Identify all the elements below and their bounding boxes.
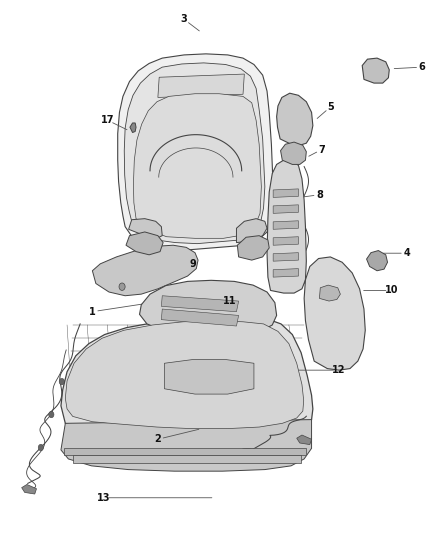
Text: 5: 5	[327, 102, 334, 112]
Polygon shape	[140, 280, 277, 337]
Polygon shape	[158, 74, 244, 98]
Polygon shape	[92, 245, 198, 296]
Polygon shape	[134, 94, 261, 238]
Circle shape	[59, 378, 64, 385]
Polygon shape	[73, 455, 301, 463]
Text: 4: 4	[403, 248, 410, 258]
Polygon shape	[367, 251, 388, 271]
Polygon shape	[237, 219, 267, 243]
Polygon shape	[61, 317, 313, 435]
Polygon shape	[277, 93, 313, 146]
Text: 9: 9	[189, 259, 196, 269]
Circle shape	[119, 283, 125, 290]
Circle shape	[49, 411, 54, 418]
Text: 7: 7	[318, 144, 325, 155]
Polygon shape	[129, 219, 162, 239]
Polygon shape	[161, 296, 239, 312]
Polygon shape	[126, 232, 163, 255]
Text: 1: 1	[89, 306, 96, 317]
Polygon shape	[281, 142, 306, 165]
Polygon shape	[273, 205, 298, 213]
Polygon shape	[273, 189, 298, 197]
Text: 17: 17	[101, 115, 114, 125]
Polygon shape	[65, 321, 304, 429]
Polygon shape	[64, 448, 306, 455]
Text: 8: 8	[316, 190, 323, 200]
Text: 3: 3	[181, 14, 187, 25]
Circle shape	[38, 445, 43, 451]
Text: 2: 2	[155, 434, 161, 445]
Polygon shape	[61, 419, 311, 471]
Polygon shape	[124, 63, 265, 244]
Text: 12: 12	[332, 365, 346, 375]
Polygon shape	[130, 123, 136, 133]
Polygon shape	[297, 435, 311, 445]
Polygon shape	[362, 58, 389, 83]
Text: 13: 13	[96, 492, 110, 503]
Polygon shape	[319, 285, 340, 301]
Polygon shape	[273, 269, 298, 277]
Polygon shape	[273, 221, 298, 229]
Polygon shape	[118, 54, 274, 251]
Polygon shape	[21, 484, 36, 494]
Text: 10: 10	[385, 286, 398, 295]
Text: 6: 6	[419, 62, 425, 72]
Polygon shape	[304, 257, 365, 370]
Polygon shape	[164, 360, 254, 394]
Polygon shape	[237, 236, 269, 260]
Text: 11: 11	[223, 296, 237, 306]
Polygon shape	[267, 160, 306, 293]
Polygon shape	[273, 237, 298, 245]
Polygon shape	[273, 253, 298, 261]
Polygon shape	[161, 309, 239, 326]
